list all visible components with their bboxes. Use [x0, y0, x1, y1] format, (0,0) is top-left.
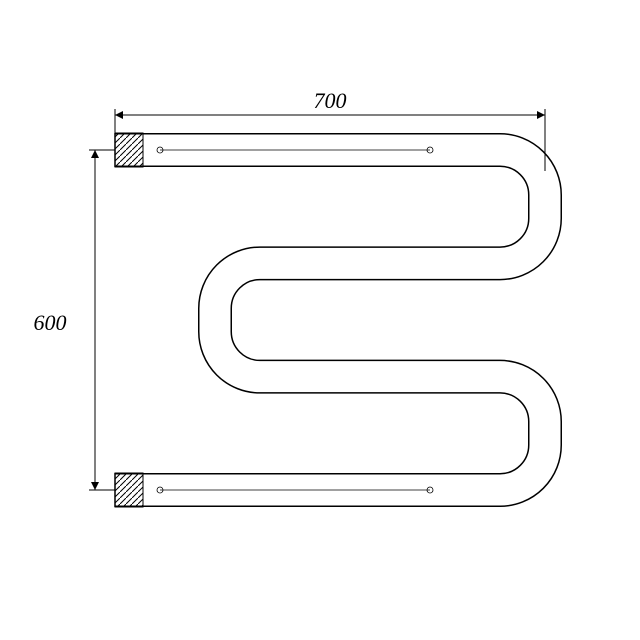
tube-outline-outer: [115, 150, 545, 490]
dim-label-width: 700: [314, 88, 347, 113]
dim-arrow: [537, 111, 545, 119]
dim-arrow: [115, 111, 123, 119]
dim-arrow: [91, 150, 99, 158]
dim-label-height: 600: [34, 310, 67, 335]
connector-hatch-bottom: [115, 473, 143, 507]
connector-hatch-top: [115, 133, 143, 167]
tube-outline-inner: [115, 150, 545, 490]
dim-arrow: [91, 482, 99, 490]
